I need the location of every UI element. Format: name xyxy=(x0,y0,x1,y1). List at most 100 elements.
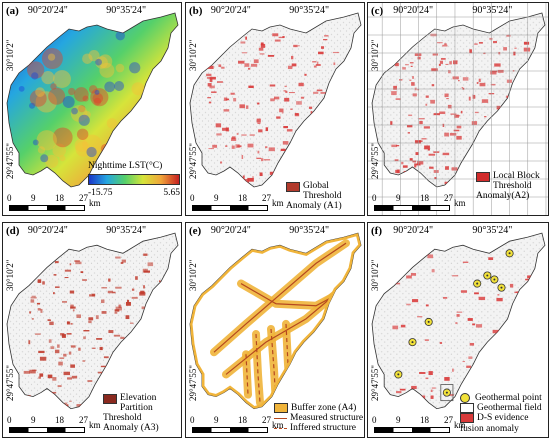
scale-tick: 0 xyxy=(7,415,12,425)
anomaly-patch xyxy=(295,148,302,153)
anomaly-patch xyxy=(430,389,433,393)
anomaly-patch xyxy=(432,53,438,56)
lat-label-top: 30°10'2" xyxy=(188,39,198,71)
anomaly-patch xyxy=(526,125,532,129)
anomaly-patch xyxy=(417,160,424,165)
anomaly-patch xyxy=(140,290,145,294)
anomaly-patch xyxy=(502,326,505,329)
scale-tick: 0 xyxy=(372,193,377,203)
anomaly-patch xyxy=(26,275,29,279)
anomaly-patch xyxy=(92,347,96,349)
lon-label-left: 90°20'24" xyxy=(27,225,68,236)
anomaly-patch xyxy=(497,294,500,296)
map-legend: Nighttime LST(°C) -15.75 5.65 xyxy=(88,161,180,198)
anomaly-patch xyxy=(402,67,406,70)
anomaly-patch xyxy=(83,336,86,340)
anomaly-patch xyxy=(438,63,441,66)
anomaly-patch xyxy=(100,346,103,351)
lst-cold-patch xyxy=(18,85,25,92)
anomaly-patch xyxy=(284,85,287,88)
lst-patch xyxy=(95,56,108,69)
anomaly-patch xyxy=(47,319,51,321)
anomaly-patch xyxy=(341,177,348,180)
anomaly-patch xyxy=(494,158,500,160)
anomaly-patch xyxy=(31,318,34,320)
legend-buffer: Buffer zone (A4) xyxy=(291,403,357,414)
anomaly-patch xyxy=(286,129,293,132)
anomaly-patch xyxy=(160,342,166,347)
anomaly-patch xyxy=(274,39,281,42)
anomaly-patch xyxy=(209,78,213,82)
anomaly-patch xyxy=(52,377,57,381)
anomaly-patch xyxy=(114,356,118,358)
scale-unit: km xyxy=(89,420,101,430)
anomaly-patch xyxy=(456,311,463,313)
anomaly-patch xyxy=(444,132,449,137)
anomaly-patch xyxy=(283,90,287,92)
anomaly-patch xyxy=(411,385,417,389)
anomaly-patch xyxy=(462,361,465,363)
anomaly-patch xyxy=(332,51,340,54)
anomaly-patch xyxy=(342,174,345,178)
anomaly-patch xyxy=(297,45,300,47)
anomaly-patch xyxy=(112,356,117,358)
anomaly-patch xyxy=(503,47,507,51)
anomaly-patch xyxy=(257,150,260,154)
anomaly-patch xyxy=(115,286,122,289)
anomaly-patch xyxy=(394,282,401,285)
anomaly-patch xyxy=(231,137,237,141)
anomaly-patch xyxy=(245,105,249,109)
anomaly-patch xyxy=(452,76,459,80)
anomaly-patch xyxy=(39,373,44,377)
anomaly-patch xyxy=(474,43,478,45)
anomaly-patch xyxy=(80,271,84,273)
lst-cold-patch xyxy=(32,139,39,146)
anomaly-patch xyxy=(484,129,491,132)
anomaly-patch xyxy=(291,63,297,67)
anomaly-patch xyxy=(63,353,67,357)
anomaly-patch xyxy=(340,72,344,77)
anomaly-patch xyxy=(257,102,260,105)
anomaly-patch xyxy=(446,97,449,100)
anomaly-patch xyxy=(460,110,463,114)
anomaly-patch xyxy=(431,68,438,72)
anomaly-patch xyxy=(260,158,264,162)
anomaly-patch xyxy=(70,322,73,325)
anomaly-patch xyxy=(122,380,125,384)
anomaly-patch xyxy=(151,293,157,297)
anomaly-patch xyxy=(340,95,347,99)
anomaly-patch xyxy=(160,286,163,290)
anomaly-patch xyxy=(298,82,304,87)
anomaly-patch xyxy=(317,135,321,137)
anomaly-patch xyxy=(516,291,519,293)
scale-unit: km xyxy=(272,420,284,430)
scale-bar: 0 9 18 27 km xyxy=(372,415,466,435)
lst-patch xyxy=(68,87,76,96)
anomaly-patch xyxy=(409,79,412,81)
anomaly-patch xyxy=(125,301,131,306)
anomaly-patch xyxy=(67,377,72,380)
anomaly-patch xyxy=(216,133,222,136)
scale-unit: km xyxy=(272,198,284,208)
anomaly-patch xyxy=(221,177,224,179)
anomaly-patch xyxy=(100,365,108,368)
anomaly-patch xyxy=(472,323,475,326)
anomaly-patch xyxy=(207,65,214,69)
anomaly-patch xyxy=(115,306,122,311)
anomaly-patch xyxy=(124,373,130,377)
anomaly-patch xyxy=(206,76,211,79)
anomaly-patch xyxy=(56,344,60,348)
anomaly-patch xyxy=(333,163,335,166)
anomaly-patch xyxy=(412,160,417,163)
anomaly-patch xyxy=(484,116,487,118)
lst-patch xyxy=(36,130,57,151)
anomaly-patch xyxy=(523,47,531,52)
anomaly-patch xyxy=(397,54,402,57)
anomaly-patch xyxy=(291,158,295,162)
anomaly-patch xyxy=(449,61,452,65)
lst-cold-patch xyxy=(71,107,78,115)
anomaly-patch xyxy=(474,111,479,114)
anomaly-patch xyxy=(207,83,212,87)
anomaly-patch xyxy=(338,124,342,129)
anomaly-patch xyxy=(333,77,337,80)
